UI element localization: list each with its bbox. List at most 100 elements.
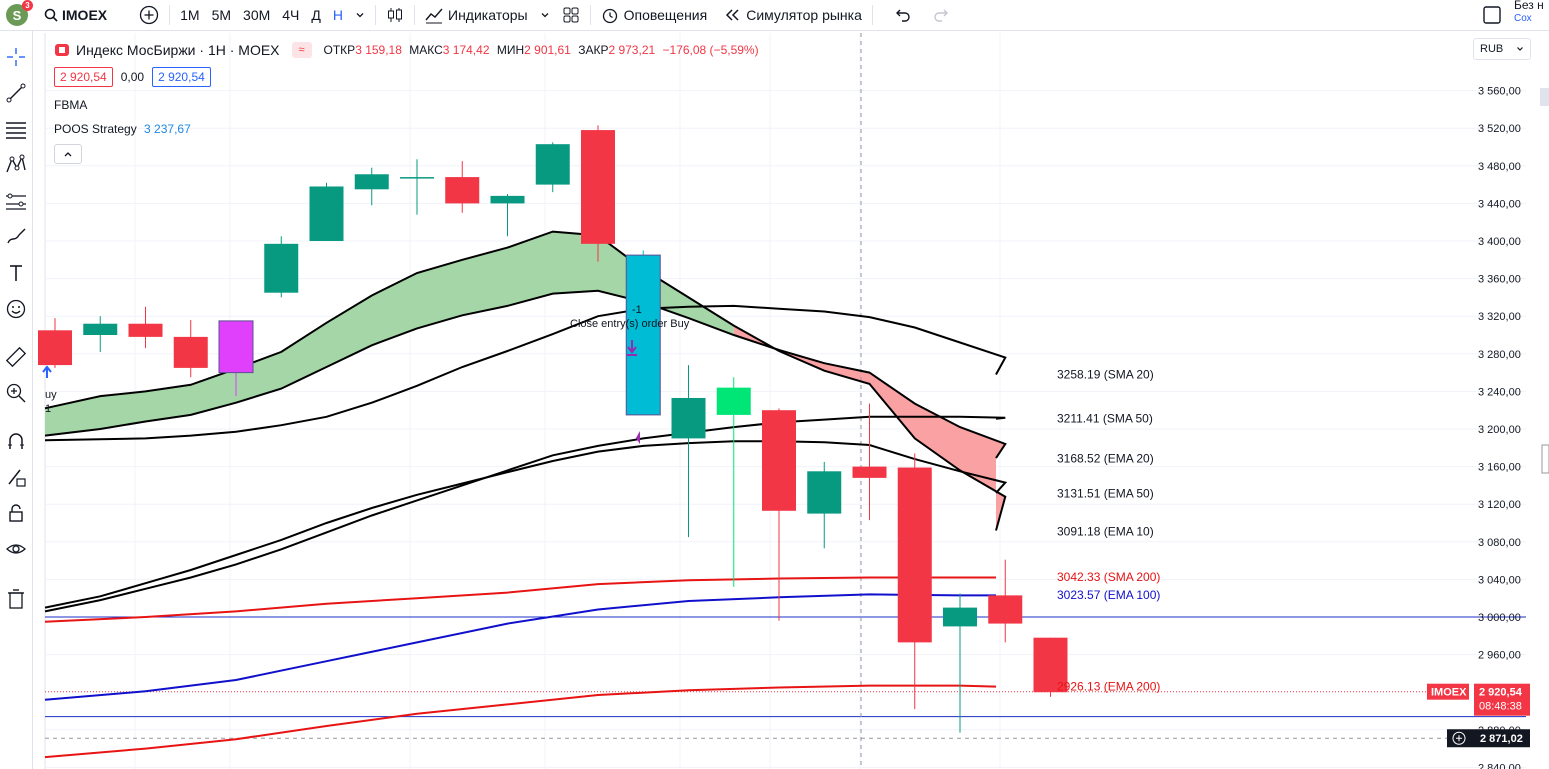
wave-icon[interactable]: ≈ (291, 42, 312, 58)
y-tick-label: 3 000,00 (1478, 612, 1521, 624)
candle-body (625, 254, 661, 416)
series-label: 3258.19 (SMA 20) (1057, 367, 1154, 381)
indicator-poos-value: 3 237,67 (144, 122, 191, 136)
alerts-button[interactable]: Оповещения (595, 0, 714, 30)
y-tick-label: 3 400,00 (1478, 236, 1521, 248)
indicators-button[interactable]: Индикаторы (419, 0, 534, 30)
indicator-fbma[interactable]: FBMA (54, 98, 88, 112)
y-tick-label: 3 360,00 (1478, 274, 1521, 286)
y-tick-label: 3 480,00 (1478, 161, 1521, 173)
interval-h[interactable]: Н (332, 7, 343, 23)
ruler-icon (5, 346, 27, 368)
legend-title: Индекс МосБиржи · 1Н · MOEX (76, 42, 280, 58)
interval-d[interactable]: Д (311, 7, 321, 23)
interval-4h[interactable]: 4Ч (282, 7, 300, 23)
crosshair-tool[interactable] (4, 45, 28, 69)
bid-box[interactable]: 2 920,54 (54, 67, 113, 87)
entry-marker-icon (636, 431, 640, 444)
ask-box[interactable]: 2 920,54 (152, 67, 211, 87)
price-tag-symbol: IMOEX (1431, 687, 1467, 699)
series-label: 3023.57 (EMA 100) (1057, 588, 1160, 602)
candle-body (671, 397, 706, 439)
compare-add-button[interactable] (133, 0, 165, 30)
interval-30m[interactable]: 30M (243, 7, 271, 23)
pattern-tool[interactable] (4, 153, 28, 177)
search-icon (44, 8, 58, 22)
ruler-tool[interactable] (4, 345, 28, 369)
symbol-search-button[interactable]: IMOEX (38, 0, 113, 30)
series-label: 3042.33 (SMA 200) (1057, 570, 1160, 584)
remove-drawings-tool[interactable] (4, 587, 28, 611)
indicator-poos-name: POOS Strategy (54, 122, 137, 136)
collapse-legend-button[interactable] (54, 144, 82, 164)
spread-value: 0,00 (120, 70, 145, 84)
ema-100-line (44, 593, 996, 701)
forecast-tool[interactable] (4, 189, 28, 213)
ema-200-line (44, 684, 997, 759)
bull-cloud (45, 231, 734, 436)
price-axis (1530, 33, 1549, 769)
horizontal-lines-icon (6, 122, 26, 139)
candle-body (897, 467, 932, 643)
layout-title-text: Без н (1514, 0, 1544, 12)
price-tag-value: 2 920,54 (1479, 687, 1523, 699)
series-label: 3211.41 (SMA 50) (1057, 411, 1153, 425)
forecast-icon (6, 193, 26, 210)
candle-body (943, 607, 977, 627)
magnet-tool[interactable] (4, 429, 28, 453)
zoom-tool[interactable] (4, 381, 28, 405)
price-scale-handle (1541, 444, 1549, 474)
price-tag-box (1474, 683, 1530, 716)
lock-all-tool[interactable] (4, 501, 28, 525)
currency-select[interactable]: RUB (1473, 38, 1531, 60)
emoji-tool[interactable] (4, 297, 28, 321)
lock-drawing-tool[interactable] (4, 465, 28, 489)
candle-body (354, 174, 389, 190)
chevron-down-icon (1517, 47, 1523, 51)
sma-50-line (44, 415, 1006, 613)
text-tool[interactable] (4, 261, 28, 285)
candle-body (264, 243, 299, 293)
drawing-toolbar (0, 31, 33, 769)
interval-5m[interactable]: 5M (211, 7, 232, 23)
lock-icon (9, 504, 23, 522)
chart-type-button[interactable] (380, 0, 410, 30)
trend-line-icon (6, 83, 26, 103)
sma-20-line (44, 304, 1007, 442)
layouts-button[interactable] (556, 0, 586, 30)
alerts-label: Оповещения (623, 7, 708, 23)
series-label: 2926.13 (EMA 200) (1057, 679, 1160, 693)
y-tick-label: 2 960,00 (1478, 650, 1521, 662)
y-tick-label: 3 440,00 (1478, 198, 1521, 210)
fib-tool[interactable] (4, 117, 28, 141)
replay-button[interactable]: Симулятор рынка (719, 0, 868, 30)
currency-label: RUB (1480, 43, 1504, 55)
price-scale-marker (1540, 88, 1549, 106)
buy-annotation: uy (45, 389, 57, 401)
redo-button[interactable] (927, 0, 957, 30)
indicators-label: Индикаторы (448, 7, 528, 23)
price-tag-symbol-box (1427, 683, 1469, 700)
layout-select-checkbox[interactable] (1476, 0, 1508, 30)
y-tick-label: 3 280,00 (1478, 349, 1521, 361)
layout-title[interactable]: Без н Сох (1514, 0, 1544, 25)
indicators-dropdown[interactable] (534, 0, 556, 30)
interval-dropdown[interactable] (349, 0, 371, 30)
candles-icon (388, 8, 402, 22)
series-label: 3091.18 (EMA 10) (1057, 524, 1154, 538)
trend-line-tool[interactable] (4, 81, 28, 105)
ema-10-line (44, 230, 1007, 531)
rewind-icon (726, 9, 739, 21)
undo-button[interactable] (887, 0, 917, 30)
hide-drawings-tool[interactable] (4, 537, 28, 561)
y-tick-label: 3 320,00 (1478, 311, 1521, 323)
price-tag-timer: 08:48:38 (1479, 701, 1522, 713)
brush-tool[interactable] (4, 225, 28, 249)
interval-1m[interactable]: 1M (180, 7, 200, 23)
candle-body (38, 330, 72, 366)
indicator-poos[interactable]: POOS Strategy 3 237,67 (54, 122, 191, 136)
candle-body (445, 177, 480, 204)
candle-body (535, 144, 570, 185)
